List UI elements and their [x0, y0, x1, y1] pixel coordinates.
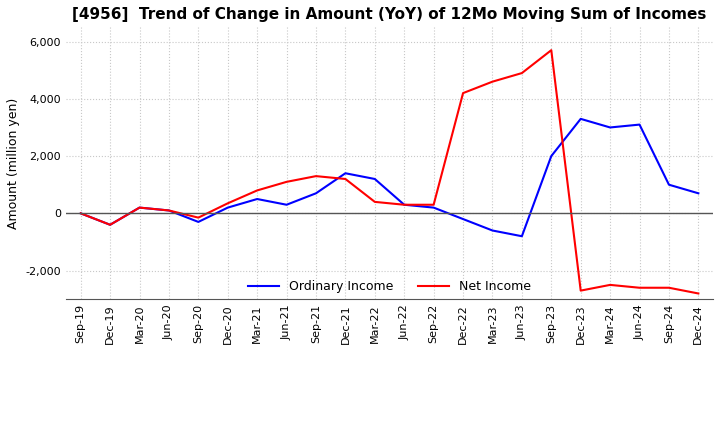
Net Income	[223, 201, 232, 206]
Net Income	[371, 199, 379, 205]
Ordinary Income	[429, 205, 438, 210]
Net Income	[282, 179, 291, 184]
Net Income	[400, 202, 408, 207]
Ordinary Income	[341, 171, 350, 176]
Ordinary Income	[518, 234, 526, 239]
Ordinary Income	[135, 205, 144, 210]
Ordinary Income	[106, 222, 114, 227]
Ordinary Income	[459, 216, 467, 222]
Legend: Ordinary Income, Net Income: Ordinary Income, Net Income	[243, 275, 536, 298]
Net Income	[106, 222, 114, 227]
Ordinary Income	[312, 191, 320, 196]
Net Income	[694, 291, 703, 296]
Ordinary Income	[400, 202, 408, 207]
Net Income	[135, 205, 144, 210]
Net Income	[459, 91, 467, 96]
Ordinary Income	[606, 125, 614, 130]
Net Income	[429, 202, 438, 207]
Net Income	[518, 70, 526, 76]
Line: Net Income: Net Income	[81, 50, 698, 293]
Net Income	[635, 285, 644, 290]
Y-axis label: Amount (million yen): Amount (million yen)	[7, 98, 20, 229]
Net Income	[165, 208, 174, 213]
Ordinary Income	[577, 116, 585, 121]
Ordinary Income	[253, 196, 261, 202]
Ordinary Income	[665, 182, 673, 187]
Ordinary Income	[547, 154, 556, 159]
Net Income	[253, 188, 261, 193]
Title: [4956]  Trend of Change in Amount (YoY) of 12Mo Moving Sum of Incomes: [4956] Trend of Change in Amount (YoY) o…	[72, 7, 707, 22]
Ordinary Income	[282, 202, 291, 207]
Ordinary Income	[488, 228, 497, 233]
Ordinary Income	[76, 211, 85, 216]
Net Income	[606, 282, 614, 287]
Net Income	[341, 176, 350, 182]
Ordinary Income	[371, 176, 379, 182]
Net Income	[547, 48, 556, 53]
Ordinary Income	[635, 122, 644, 127]
Ordinary Income	[194, 219, 202, 224]
Net Income	[194, 215, 202, 220]
Line: Ordinary Income: Ordinary Income	[81, 119, 698, 236]
Net Income	[665, 285, 673, 290]
Net Income	[312, 173, 320, 179]
Net Income	[76, 211, 85, 216]
Net Income	[488, 79, 497, 84]
Ordinary Income	[165, 208, 174, 213]
Net Income	[577, 288, 585, 293]
Ordinary Income	[223, 205, 232, 210]
Ordinary Income	[694, 191, 703, 196]
